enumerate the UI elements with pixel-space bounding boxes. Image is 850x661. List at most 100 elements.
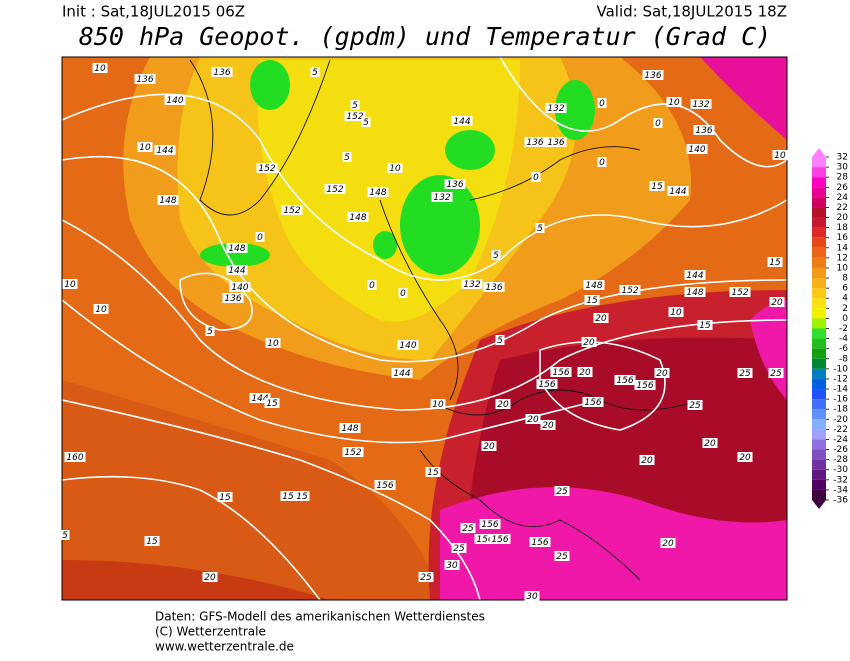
contour-label-box: [554, 551, 570, 561]
colorbar-swatch: [812, 489, 826, 500]
contour-label-box: [545, 137, 567, 147]
contour-label-box: [687, 400, 703, 410]
contour-label: 5: [312, 68, 318, 78]
contour-label-box: [583, 280, 605, 290]
contour-label-box: [265, 338, 281, 348]
contour-label: 25: [462, 524, 474, 534]
footer-line: www.wetterzentrale.de: [155, 640, 294, 654]
warm-field: [62, 560, 330, 600]
contour-label: 140: [231, 283, 248, 293]
colorbar-swatch: [812, 348, 826, 359]
contour-label-box: [584, 295, 600, 305]
colorbar-swatch: [812, 207, 826, 218]
contour-label-box: [582, 397, 604, 407]
colorbar-swatch: [812, 197, 826, 208]
colorbar-tick-label: 4: [842, 294, 848, 304]
contour-label: 20: [542, 421, 554, 431]
contour-label-box: [737, 452, 753, 462]
contour-label: 136: [213, 68, 230, 78]
contour-label-box: [729, 287, 751, 297]
contour-label: 156: [538, 380, 555, 390]
colorbar-tick-label: 24: [837, 193, 849, 203]
contour-label: 152: [621, 286, 638, 296]
contour-label: 5: [363, 118, 369, 128]
colorbar-tick-label: -4: [839, 334, 848, 344]
contour-label-box: [581, 337, 597, 347]
contour-label-box: [60, 530, 70, 540]
contour-label-box: [342, 447, 364, 457]
colorbar-swatch: [812, 217, 826, 228]
colorbar-tick-label: 6: [842, 284, 848, 294]
contour-label-box: [684, 287, 706, 297]
contour-label-box: [425, 467, 441, 477]
isohypse: [62, 475, 321, 600]
contour-label: 144: [453, 117, 470, 127]
contour-label: 5: [493, 251, 499, 261]
contour-label: 5: [537, 224, 543, 234]
colorbar-tick-label: 10: [837, 263, 849, 273]
contour-label-box: [350, 100, 360, 110]
contour-label: 152: [283, 206, 300, 216]
colorbar-swatch: [812, 328, 826, 339]
contour-label-box: [222, 293, 244, 303]
contour-label: 144: [669, 187, 686, 197]
contour-label-box: [668, 307, 684, 317]
contour-label: 140: [166, 96, 183, 106]
contour-label: 144: [228, 266, 245, 276]
contour-label-box: [444, 560, 460, 570]
contour-label: 15: [586, 296, 598, 306]
contour-label: 20: [662, 539, 674, 549]
colorbar-tick-label: 30: [837, 163, 849, 173]
contour-label-box: [324, 184, 346, 194]
contour-label-box: [397, 340, 419, 350]
colorbar-tick-label: 12: [837, 253, 848, 263]
colorbar-arrow: [812, 500, 826, 509]
isohypse: [62, 219, 787, 411]
contour-label: 132: [692, 100, 709, 110]
contour-label: 25: [770, 369, 782, 379]
contour-label-box: [93, 304, 109, 314]
isohypse: [499, 57, 787, 168]
contour-label-box: [361, 117, 371, 127]
colorbar-swatch: [812, 439, 826, 450]
contour-label: 30: [446, 561, 458, 571]
colorbar: 32302826242220181614121086420-2-4-6-8-10…: [812, 148, 848, 509]
contour-label-box: [164, 95, 186, 105]
colorbar-swatch: [812, 399, 826, 410]
cold-spot: [555, 80, 595, 140]
contour-label-box: [264, 398, 280, 408]
contour-label-box: [597, 157, 607, 167]
contour-label: 15: [296, 492, 308, 502]
colorbar-tick-label: -14: [833, 385, 848, 395]
contour-label-box: [649, 181, 665, 191]
colorbar-swatch: [812, 157, 826, 168]
contour-label-box: [310, 67, 320, 77]
contour-label-box: [639, 455, 655, 465]
contour-label: 160: [66, 453, 83, 463]
contour-label-box: [524, 591, 540, 601]
colorbar-tick-label: -30: [833, 465, 848, 475]
contour-label: 144: [686, 271, 703, 281]
contour-label-box: [768, 368, 784, 378]
contour-label: 152: [258, 164, 275, 174]
contour-label: 15: [769, 258, 781, 268]
very-hot-field: [440, 487, 787, 600]
contour-label-box: [540, 420, 556, 430]
colorbar-swatch: [812, 318, 826, 329]
contour-label-box: [391, 368, 413, 378]
contour-label-box: [367, 280, 377, 290]
contour-label: 152: [346, 112, 363, 122]
contour-label: 15: [146, 537, 158, 547]
contour-label-box: [339, 423, 361, 433]
contour-label-box: [344, 111, 366, 121]
contour-label: 10: [774, 151, 786, 161]
contour-label-box: [653, 118, 663, 128]
colorbar-swatch: [812, 429, 826, 440]
contour-label-box: [62, 279, 78, 289]
colorbar-tick-label: -2: [839, 324, 848, 334]
contour-label-box: [460, 523, 476, 533]
isohypse: [62, 156, 787, 363]
colorbar-tick-label: 8: [842, 274, 848, 284]
contour-label-box: [642, 70, 664, 80]
colorbar-tick-label: -12: [833, 374, 848, 384]
